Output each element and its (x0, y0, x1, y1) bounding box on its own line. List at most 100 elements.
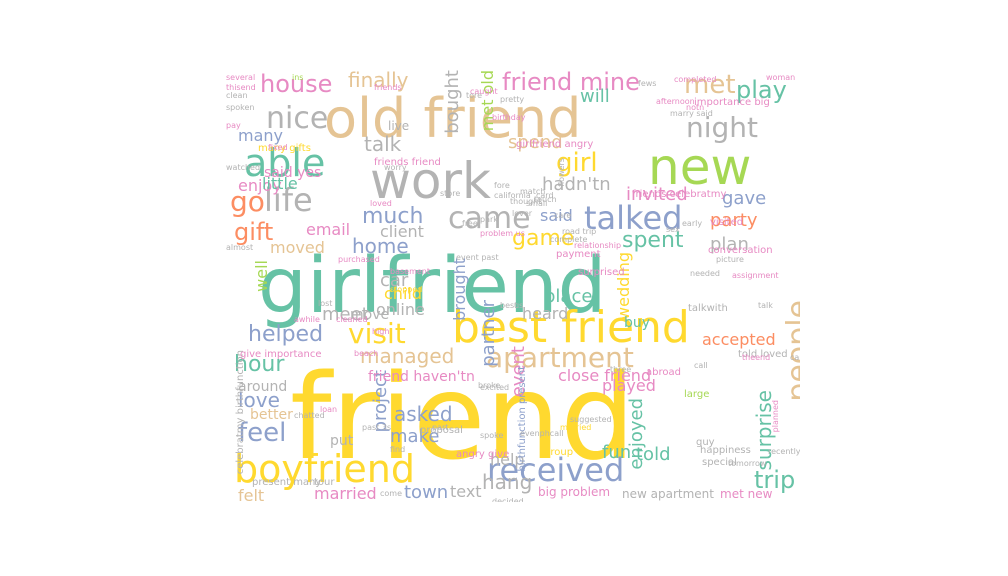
word-talkwith: talkwith (688, 303, 728, 314)
word-party: party (710, 210, 758, 231)
word-friends: friends (374, 83, 402, 92)
word-online: online (376, 300, 425, 319)
word-birthday: birthday (492, 113, 526, 122)
word-partner: partner (478, 300, 499, 367)
word-spoken: spoken (226, 103, 255, 112)
word-conversation: conversation (708, 245, 773, 256)
word-us: us (514, 301, 524, 310)
word-road-trip: road trip (562, 227, 597, 236)
word-match: match (520, 187, 546, 196)
word-play: play (736, 76, 787, 104)
word-spent: spent (622, 228, 684, 253)
word-basement: basement (390, 267, 430, 276)
word-event-past: event past (456, 253, 499, 262)
word-fews: fews (638, 79, 657, 88)
word-put: put (330, 433, 354, 449)
word-visited: visited (710, 217, 744, 228)
word-recently: recently (768, 447, 800, 456)
word-friends-friend: friends friend (374, 157, 441, 168)
word-cleaned: cleaned (336, 315, 368, 324)
word-store: store (440, 189, 461, 198)
word-chatted: chatted (294, 411, 325, 420)
word-told: told (636, 444, 671, 465)
word-proposal: proposal (420, 425, 463, 436)
word-beach: beach (354, 349, 379, 358)
word-early: early (682, 219, 703, 228)
word-close-friend: close friend (558, 366, 652, 385)
word-managed: managed (360, 344, 455, 368)
word-needed: needed (690, 269, 720, 278)
word-game: game (512, 226, 575, 251)
word-happiness: happiness (700, 445, 751, 456)
word-surprised: surprised (578, 267, 625, 278)
word-hang: hang (482, 470, 533, 494)
word-around: around (238, 379, 288, 395)
word-hour: hour (234, 352, 285, 377)
word-received: received (487, 451, 625, 489)
word-said-yes: said yes (264, 165, 322, 181)
word-give-importance: give importance (240, 349, 322, 360)
word-make: make (390, 426, 440, 447)
word-girlfriend-angry: girlfriend angry (516, 139, 594, 150)
word-sex: sex (666, 225, 680, 234)
word-almost: almost (226, 243, 254, 252)
word-met-new: met new (720, 487, 773, 501)
word-old-friend: old friend (324, 87, 582, 150)
word-town: town (404, 482, 449, 502)
word-card: card (536, 191, 554, 200)
word-call: call (694, 361, 708, 370)
word-able: able (244, 141, 326, 185)
word-enjoyed: enjoyed (626, 398, 647, 470)
word-asked: asked (394, 402, 453, 426)
word-small: small (526, 199, 548, 208)
word-complete: complete (550, 235, 588, 244)
word-large: large (684, 389, 710, 400)
word-spend: spend (508, 132, 563, 153)
word-move: move (350, 307, 390, 323)
word-part: part (432, 423, 449, 432)
word-tomorrow: tomorrow (728, 459, 767, 468)
word-friends-celebratmy: friends celebratmy (632, 189, 727, 200)
word-fore: fore (494, 181, 510, 190)
word-guy: guy (696, 437, 715, 448)
word-cloud: friend girlfriend old friend work new best fr… (224, 70, 800, 502)
word-work: work (370, 152, 491, 210)
word-problem-us: problem us (480, 229, 525, 238)
word-girlfriend: girlfriend (258, 242, 607, 331)
word-much: much (362, 204, 424, 229)
word-notn: notn (686, 103, 705, 112)
word-go: go (230, 185, 265, 218)
word-loan: loan (320, 405, 338, 414)
word-marry-said: marry said (670, 109, 713, 118)
word-group: group (544, 447, 574, 458)
word-well: well (252, 260, 271, 292)
word-fun: fun (602, 442, 632, 463)
word-assignment: assignment (732, 271, 779, 280)
word-friend-haven-tn: friend haven'tn (368, 369, 475, 385)
word-life: life (264, 181, 313, 219)
word-decided: decided (492, 497, 524, 503)
word-spoke: spoke (480, 431, 504, 440)
word-fixed: fixed (268, 143, 288, 152)
word-email: email (306, 220, 351, 239)
word-abroad: abroad (646, 367, 681, 378)
word-better: better (250, 407, 293, 423)
word-talk: talk (364, 132, 402, 156)
word-many: many (238, 126, 283, 145)
word-best-friend: best friend (452, 302, 690, 353)
word-told-loved: told loved (738, 349, 788, 360)
word-girl: girl (556, 148, 598, 178)
word-suggested: suggested (570, 415, 612, 424)
word-night: night (686, 111, 759, 144)
word-helped: helped (248, 322, 324, 347)
word-importance-big: importance big (694, 97, 770, 108)
word-trip: trip (754, 466, 796, 494)
word-touch: touch (534, 195, 557, 204)
word-woman: woman (766, 73, 796, 82)
word-child: child (384, 284, 422, 303)
word-will: will (580, 86, 610, 107)
word-come: come (380, 489, 403, 498)
word-accepted: accepted (702, 330, 776, 349)
word-said: said (540, 206, 573, 225)
